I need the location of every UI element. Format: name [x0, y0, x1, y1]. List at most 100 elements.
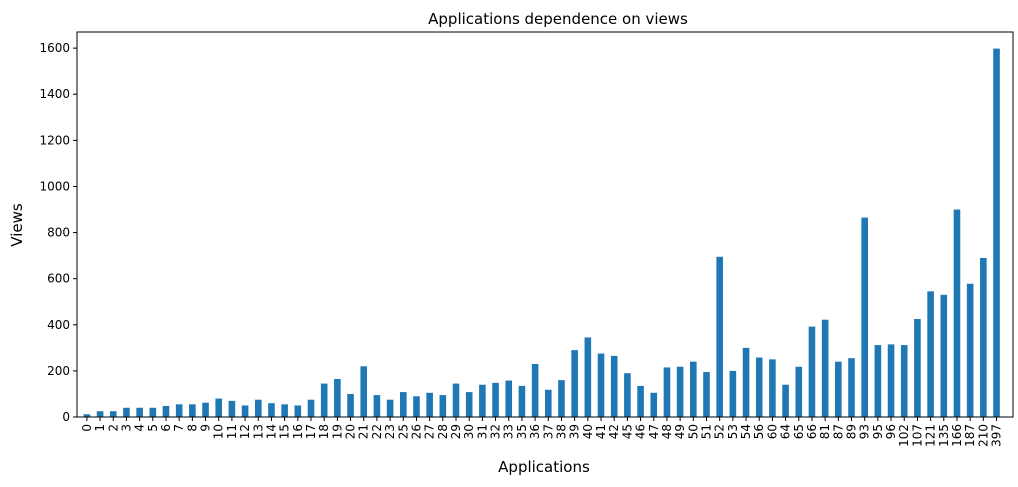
bar-26 [413, 396, 420, 417]
bar-187 [966, 283, 974, 417]
bar-64 [782, 384, 789, 417]
bar-27 [426, 392, 433, 417]
x-tick-label: 54 [739, 424, 753, 439]
bar-41 [597, 353, 605, 417]
x-tick-label: 45 [620, 424, 634, 439]
bar-5 [149, 407, 157, 417]
x-tick-label: 107 [910, 424, 924, 447]
bar-66 [808, 326, 816, 417]
bar-397 [993, 48, 1000, 417]
x-tick-label: 13 [251, 424, 265, 439]
bar-47 [650, 392, 658, 417]
x-tick-label: 93 [858, 424, 872, 439]
x-tick-label: 37 [541, 424, 555, 439]
x-tick-label: 50 [686, 424, 700, 439]
x-tick-label: 5 [146, 424, 160, 432]
x-tick-label: 6 [159, 424, 173, 432]
x-tick-label: 28 [436, 424, 450, 439]
x-tick-label: 40 [581, 424, 595, 439]
bar-29 [452, 383, 460, 417]
x-tick-label: 46 [634, 424, 648, 439]
x-tick-label: 18 [317, 424, 331, 439]
x-tick-label: 30 [462, 424, 476, 439]
x-tick-label: 65 [792, 424, 806, 439]
x-tick-label: 187 [963, 424, 977, 447]
x-tick-label: 53 [726, 424, 740, 439]
bar-210 [980, 257, 987, 417]
bar-135 [940, 294, 948, 417]
bar-8 [189, 404, 196, 417]
bar-49 [676, 366, 684, 417]
chart-title: Applications dependence on views [428, 10, 688, 28]
bar-60 [769, 359, 776, 417]
bar-4 [136, 407, 143, 417]
x-tick-label: 11 [225, 424, 239, 439]
bar-107 [914, 319, 921, 417]
bar-7 [175, 404, 183, 417]
bar-35 [518, 385, 526, 417]
x-tick-label: 56 [752, 424, 766, 439]
x-tick-label: 25 [396, 424, 410, 439]
bar-56 [755, 357, 763, 417]
bar-51 [703, 372, 710, 417]
x-tick-label: 52 [713, 424, 727, 439]
bar-102 [900, 345, 908, 417]
bar-10 [215, 398, 223, 417]
bar-18 [320, 383, 328, 417]
x-tick-label: 10 [212, 424, 226, 439]
bar-38 [558, 380, 565, 417]
y-axis-label: Views [8, 203, 26, 247]
y-tick-label: 1000 [39, 179, 70, 193]
bars [83, 48, 1000, 417]
bar-40 [584, 337, 592, 417]
y-tick-label: 1200 [39, 133, 70, 147]
bar-53 [729, 370, 737, 417]
y-tick-label: 200 [47, 364, 70, 378]
x-tick-label: 35 [515, 424, 529, 439]
x-tick-label: 31 [475, 424, 489, 439]
bar-3 [123, 407, 130, 417]
x-tick-label: 51 [699, 424, 713, 439]
bar-9 [202, 402, 209, 417]
bar-30 [465, 392, 473, 417]
bar-42 [610, 355, 618, 417]
x-tick-label: 102 [897, 424, 911, 447]
bar-2 [109, 411, 117, 417]
x-tick-label: 4 [133, 424, 147, 432]
x-tick-label: 3 [119, 424, 133, 432]
bar-89 [848, 358, 855, 417]
x-tick-label: 49 [673, 424, 687, 439]
bar-33 [505, 380, 513, 417]
bar-14 [268, 403, 275, 417]
x-tick-label: 20 [344, 424, 358, 439]
bar-16 [294, 405, 302, 417]
y-tick-label: 800 [47, 226, 70, 240]
x-tick-label: 8 [185, 424, 199, 432]
y-tick-label: 600 [47, 272, 70, 286]
bar-13 [254, 399, 262, 417]
x-tick-label: 81 [818, 424, 832, 439]
bar-39 [571, 350, 578, 417]
x-tick-label: 2 [106, 424, 120, 432]
bar-54 [742, 347, 750, 417]
x-tick-label: 47 [647, 424, 661, 439]
bar-20 [347, 393, 354, 417]
bar-95 [874, 345, 882, 417]
x-tick-label: 96 [884, 424, 898, 439]
x-tick-label: 32 [489, 424, 503, 439]
bar-23 [386, 399, 394, 417]
y-axis: 0 200 400 600 800 1000 1200 1400 1600 [39, 41, 77, 424]
bar-0 [83, 414, 91, 417]
x-tick-label: 38 [554, 424, 568, 439]
bar-93 [861, 217, 868, 417]
bar-6 [162, 405, 170, 417]
x-tick-label: 87 [831, 424, 845, 439]
x-tick-label: 36 [528, 424, 542, 439]
bar-21 [360, 366, 368, 417]
x-axis-label: Applications [498, 458, 590, 476]
x-tick-label: 12 [238, 424, 252, 439]
x-tick-label: 64 [779, 424, 793, 439]
y-tick-label: 0 [62, 410, 70, 424]
x-tick-label: 166 [950, 424, 964, 447]
